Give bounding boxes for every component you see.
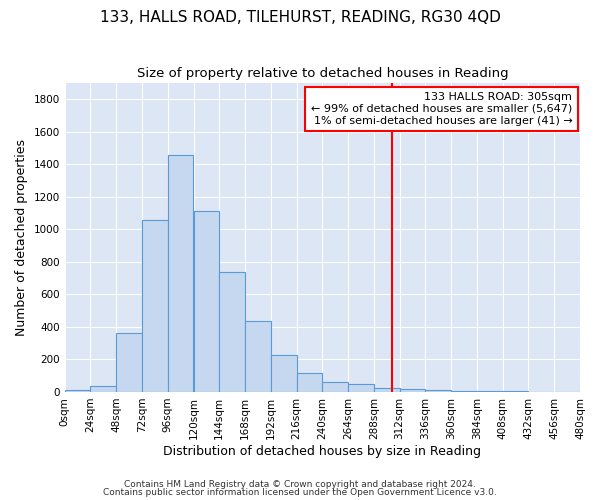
Bar bbox=[142, 220, 168, 392]
Text: 133 HALLS ROAD: 305sqm
← 99% of detached houses are smaller (5,647)
1% of semi-d: 133 HALLS ROAD: 305sqm ← 99% of detached… bbox=[311, 92, 572, 126]
Bar bbox=[374, 388, 400, 392]
Bar bbox=[477, 391, 503, 392]
Bar bbox=[168, 154, 193, 392]
Bar bbox=[116, 334, 142, 392]
Bar bbox=[348, 384, 374, 392]
Title: Size of property relative to detached houses in Reading: Size of property relative to detached ho… bbox=[137, 68, 508, 80]
Bar bbox=[219, 272, 245, 392]
Bar bbox=[91, 386, 116, 392]
Bar bbox=[400, 388, 425, 392]
Bar bbox=[425, 390, 451, 392]
Bar bbox=[322, 382, 348, 392]
Y-axis label: Number of detached properties: Number of detached properties bbox=[15, 139, 28, 336]
Bar bbox=[271, 356, 296, 392]
X-axis label: Distribution of detached houses by size in Reading: Distribution of detached houses by size … bbox=[163, 444, 481, 458]
Bar bbox=[451, 390, 477, 392]
Bar bbox=[65, 390, 91, 392]
Text: Contains public sector information licensed under the Open Government Licence v3: Contains public sector information licen… bbox=[103, 488, 497, 497]
Text: Contains HM Land Registry data © Crown copyright and database right 2024.: Contains HM Land Registry data © Crown c… bbox=[124, 480, 476, 489]
Bar bbox=[193, 210, 219, 392]
Text: 133, HALLS ROAD, TILEHURST, READING, RG30 4QD: 133, HALLS ROAD, TILEHURST, READING, RG3… bbox=[100, 10, 500, 25]
Bar bbox=[245, 321, 271, 392]
Bar bbox=[296, 374, 322, 392]
